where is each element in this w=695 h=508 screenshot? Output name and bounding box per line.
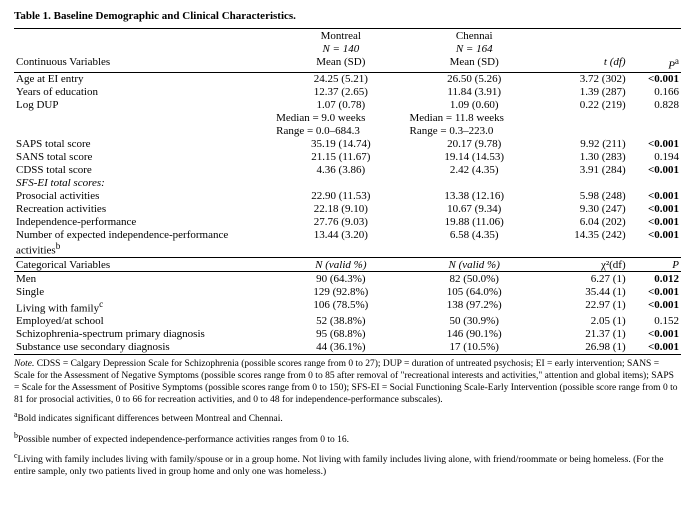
cell-chennai: 26.50 (5.26) [408,72,541,86]
col-header-chennai: Chennai [408,29,541,43]
cell-chennai: 19.14 (14.53) [408,151,541,164]
row-label: SANS total score [14,151,274,164]
cell-chennai: 1.09 (0.60) [408,99,541,112]
cell-stat: 0.22 (219) [541,99,628,112]
cell-stat: 21.37 (1) [541,328,628,341]
cell-chennai: 17 (10.5%) [408,341,541,355]
row-label: Living with familyc [14,298,274,315]
cell-montreal: 13.44 (3.20) [274,229,407,258]
cell-chennai: 6.58 (4.35) [408,229,541,258]
cell-chennai: 13.38 (12.16) [408,190,541,203]
cell-stat: 9.30 (247) [541,203,628,216]
cell-p: <0.001 [628,72,681,86]
cell-stat: 22.97 (1) [541,298,628,315]
row-label: Log DUP [14,99,274,112]
cell-stat: 5.98 (248) [541,190,628,203]
cell-chennai: 10.67 (9.34) [408,203,541,216]
table-note: Note. CDSS = Calgary Depression Scale fo… [14,359,681,407]
cell-p: 0.152 [628,315,681,328]
cell-stat: 3.72 (302) [541,72,628,86]
col-header-montreal: Montreal [274,29,407,43]
cell-p: <0.001 [628,203,681,216]
cell-p: 0.828 [628,99,681,112]
row-label: CDSS total score [14,164,274,177]
cell-chennai: 82 (50.0%) [408,272,541,286]
row-label: Years of education [14,86,274,99]
cell-montreal: 129 (92.8%) [274,285,407,298]
cell-montreal: 12.37 (2.65) [274,86,407,99]
cell-stat: 35.44 (1) [541,285,628,298]
row-label: Men [14,272,274,286]
cell-montreal: 27.76 (9.03) [274,216,407,229]
cell-chennai: 11.84 (3.91) [408,86,541,99]
sfs-header: SFS-EI total scores: [14,177,681,190]
cell-p: <0.001 [628,216,681,229]
cell-stat: 2.05 (1) [541,315,628,328]
cell-p: <0.001 [628,164,681,177]
cell-montreal: 22.90 (11.53) [274,190,407,203]
cell-stat: 3.91 (284) [541,164,628,177]
cell-p: <0.001 [628,229,681,258]
cell-stat: 14.35 (242) [541,229,628,258]
cell-chennai: 105 (64.0%) [408,285,541,298]
row-label: SAPS total score [14,138,274,151]
table-title: Table 1. Baseline Demographic and Clinic… [14,10,681,22]
row-label: Age at EI entry [14,72,274,86]
cell-montreal: 21.15 (11.67) [274,151,407,164]
cell-chennai: 146 (90.1%) [408,328,541,341]
table-footnote: aBold indicates significant differences … [14,410,681,426]
header-categorical: Categorical Variables [14,258,274,272]
cell-montreal: 52 (38.8%) [274,315,407,328]
cell-p: <0.001 [628,138,681,151]
row-label: Employed/at school [14,315,274,328]
row-label: Recreation activities [14,203,274,216]
cell-montreal: 1.07 (0.78) [274,99,407,112]
cell-chennai: 19.88 (11.06) [408,216,541,229]
cell-stat: 9.92 (211) [541,138,628,151]
cell-montreal: 95 (68.8%) [274,328,407,341]
cell-chennai: 20.17 (9.78) [408,138,541,151]
row-label: Substance use secondary diagnosis [14,341,274,355]
cell-chennai: 138 (97.2%) [408,298,541,315]
cell-stat: 1.30 (283) [541,151,628,164]
cell-p: <0.001 [628,298,681,315]
cell-chennai: 2.42 (4.35) [408,164,541,177]
cell-stat: 6.27 (1) [541,272,628,286]
cell-p: 0.166 [628,86,681,99]
data-table: MontrealChennaiN = 140N = 164Continuous … [14,28,681,355]
row-label: Schizophrenia-spectrum primary diagnosis [14,328,274,341]
cell-p: <0.001 [628,285,681,298]
cell-montreal: 106 (78.5%) [274,298,407,315]
cell-montreal: 90 (64.3%) [274,272,407,286]
cell-montreal: 24.25 (5.21) [274,72,407,86]
cell-p: <0.001 [628,328,681,341]
cell-montreal: 44 (36.1%) [274,341,407,355]
cell-stat: 1.39 (287) [541,86,628,99]
row-label: Prosocial activities [14,190,274,203]
cell-p: 0.194 [628,151,681,164]
cell-montreal: 35.19 (14.74) [274,138,407,151]
row-label: Single [14,285,274,298]
table-footnote: cLiving with family includes living with… [14,451,681,479]
cell-montreal: 4.36 (3.86) [274,164,407,177]
row-label: Independence-performance [14,216,274,229]
cell-chennai: 50 (30.9%) [408,315,541,328]
cell-p: <0.001 [628,341,681,355]
cell-stat: 26.98 (1) [541,341,628,355]
table-footnote: bPossible number of expected independenc… [14,431,681,447]
cell-montreal: 22.18 (9.10) [274,203,407,216]
cell-stat: 6.04 (202) [541,216,628,229]
cell-p: 0.012 [628,272,681,286]
cell-p: <0.001 [628,190,681,203]
header-continuous: Continuous Variables [14,55,274,72]
row-label: Number of expected independence-performa… [14,229,274,258]
